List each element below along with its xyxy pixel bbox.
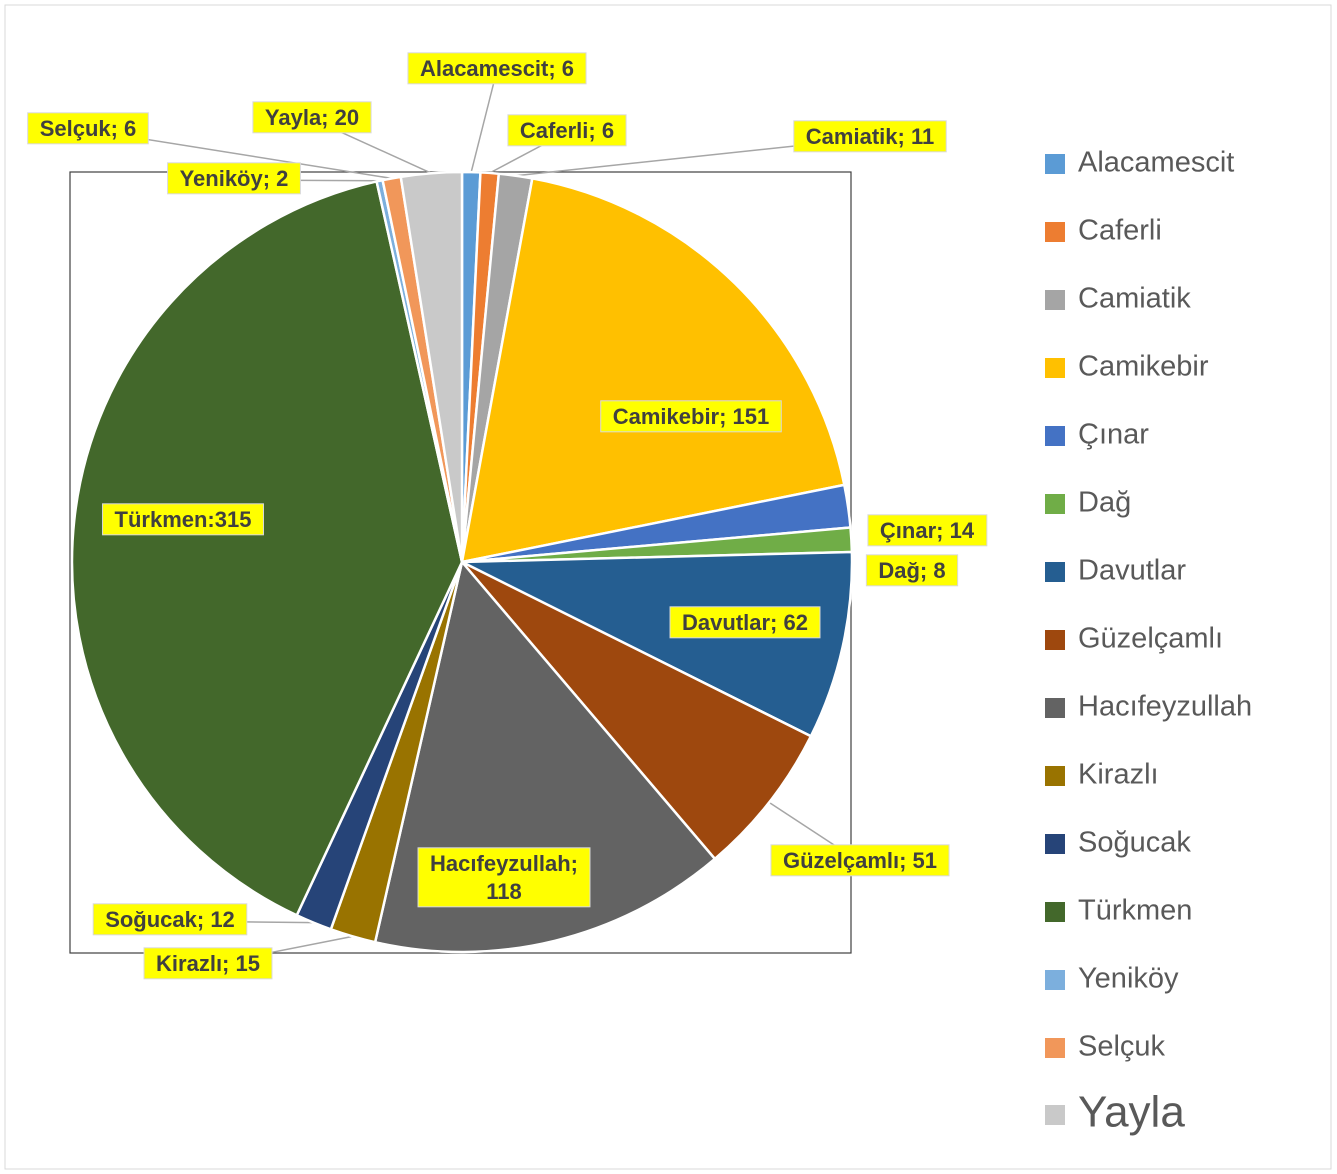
data-label-box (27, 112, 149, 145)
data-label-group: Hacıfeyzullah; 118 (417, 847, 591, 908)
data-label-group: Soğucak; 12 (92, 903, 248, 936)
data-label-group: Güzelçamlı; 51 (770, 844, 950, 877)
data-label: Dağ; 8 (878, 558, 945, 583)
data-label-group: Davutlar; 62 (669, 606, 821, 639)
legend-swatch (1045, 426, 1065, 446)
data-label: Davutlar; 62 (682, 610, 808, 635)
legend-label: Camikebir (1078, 351, 1209, 383)
data-label-group: Alacamescit; 6 (407, 52, 587, 85)
data-label-group: Caferli; 6 (507, 114, 627, 147)
data-label-group: Selçuk; 6 (27, 112, 149, 145)
legend-label: Selçuk (1078, 1031, 1166, 1063)
data-label: Caferli; 6 (520, 118, 614, 143)
data-label: Güzelçamlı; 51 (783, 848, 937, 873)
legend-label: Davutlar (1078, 555, 1186, 587)
data-label: Camiatik; 11 (806, 124, 934, 149)
data-label-box (143, 947, 273, 980)
data-label: Kirazlı; 15 (156, 951, 260, 976)
data-label-box (600, 400, 782, 433)
pie-slice (70, 179, 464, 917)
data-label: Çınar; 14 (880, 518, 975, 543)
data-label-box (770, 844, 950, 877)
data-label-box (417, 847, 591, 908)
pie-slice (460, 176, 846, 564)
legend-swatch (1045, 1105, 1065, 1125)
data-label: Alacamescit; 6 (420, 56, 574, 81)
data-label-group: Kirazlı; 15 (143, 947, 273, 980)
legend-label: Caferli (1078, 215, 1162, 247)
data-label-group: Camikebir; 151 (600, 400, 782, 433)
legend-label: Alacamescit (1078, 147, 1234, 179)
data-label-group: Camiatik; 11 (793, 120, 947, 153)
legend-label: Camiatik (1078, 283, 1191, 315)
legend-label: Soğucak (1078, 827, 1191, 859)
data-label-group: Yayla; 20 (252, 101, 372, 134)
data-label: Yayla; 20 (265, 105, 359, 130)
pie-slice (399, 170, 464, 563)
legend-swatch (1045, 562, 1065, 582)
data-label-box (407, 52, 587, 85)
data-label-box (102, 503, 264, 536)
legend-swatch (1045, 834, 1065, 854)
legend-swatch (1045, 630, 1065, 650)
data-label: Türkmen:315 (115, 507, 252, 532)
data-label-box (865, 554, 959, 587)
data-label: Selçuk; 6 (40, 116, 137, 141)
data-label-group: Dağ; 8 (865, 554, 959, 587)
legend-label: Hacıfeyzullah (1078, 691, 1252, 723)
legend-swatch (1045, 698, 1065, 718)
legend-swatch (1045, 154, 1065, 174)
legend-label: Kirazlı (1078, 759, 1159, 791)
data-label-box (793, 120, 947, 153)
legend-swatch (1045, 494, 1065, 514)
data-label: Yeniköy; 2 (180, 166, 289, 191)
data-label-box (167, 162, 301, 195)
legend-label: Dağ (1078, 487, 1131, 519)
pie-slice (461, 560, 813, 861)
legend-swatch (1045, 1038, 1065, 1058)
data-label: Camikebir; 151 (613, 404, 770, 429)
legend-label: Çınar (1078, 419, 1149, 451)
legend-swatch (1045, 970, 1065, 990)
leader-line (470, 69, 498, 173)
legend-swatch (1045, 222, 1065, 242)
data-label-box (92, 903, 248, 936)
legend-swatch (1045, 290, 1065, 310)
data-label-box (507, 114, 627, 147)
data-label: Soğucak; 12 (105, 907, 235, 932)
legend-swatch (1045, 902, 1065, 922)
legend-label: Güzelçamlı (1078, 623, 1223, 655)
pie-slice (461, 550, 854, 738)
data-label-group: Yeniköy; 2 (167, 162, 301, 195)
data-label-box (669, 606, 821, 639)
legend-swatch (1045, 358, 1065, 378)
data-label-group: Çınar; 14 (867, 514, 988, 547)
data-label: Hacıfeyzullah; 118 (430, 851, 578, 904)
data-label-box (252, 101, 372, 134)
legend-label: Yeniköy (1078, 963, 1179, 995)
legend-label: Yayla (1078, 1088, 1185, 1137)
legend-label: Türkmen (1078, 895, 1192, 927)
data-label-box (867, 514, 988, 547)
data-label-group: Türkmen:315 (102, 503, 264, 536)
legend-swatch (1045, 766, 1065, 786)
